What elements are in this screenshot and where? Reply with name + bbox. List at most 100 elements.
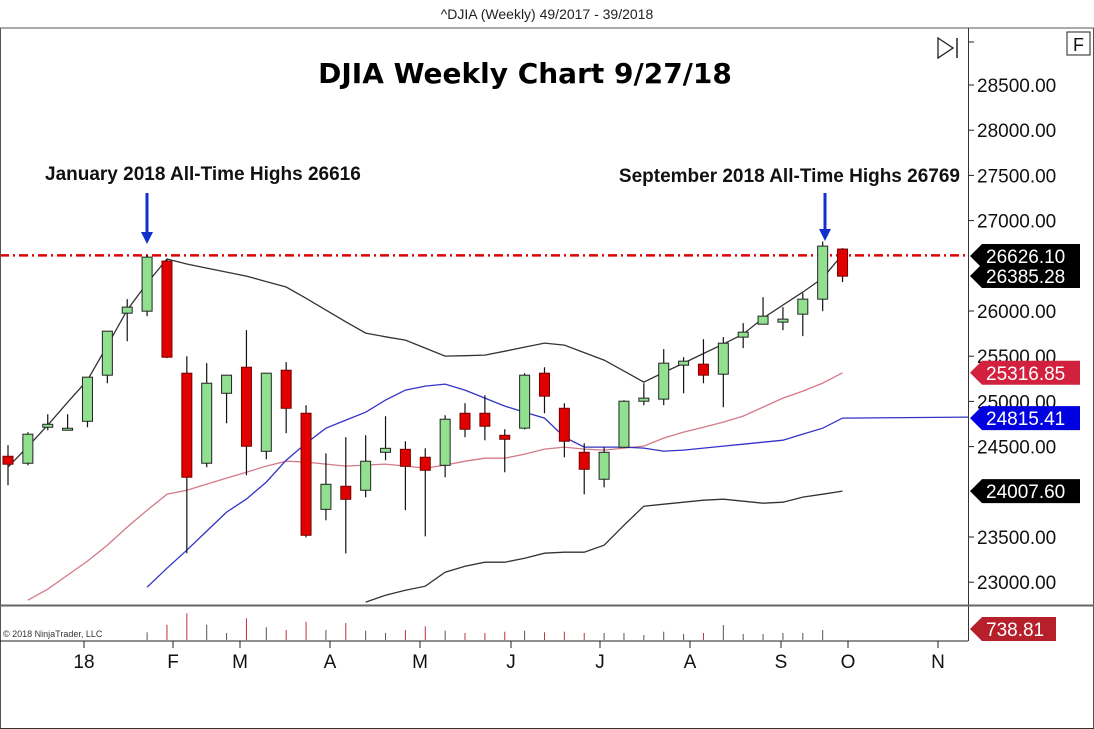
blue-moving-average-line (146, 383, 968, 588)
candle-body (320, 483, 332, 510)
price-tag-label: 24007.60 (986, 482, 1065, 503)
candle (22, 432, 34, 466)
candle-body (42, 423, 54, 428)
annotations: January 2018 All-Time Highs 26616 Septem… (45, 164, 960, 244)
candle (697, 339, 709, 384)
y-tick-label: 28000.00 (977, 121, 1056, 142)
candle (519, 373, 531, 430)
candle (260, 372, 272, 460)
candle (459, 403, 471, 438)
candle-body (439, 418, 451, 466)
candle-body (260, 372, 272, 452)
candle-body (300, 412, 312, 536)
candle-body (340, 485, 352, 500)
candle-body (558, 407, 570, 442)
x-tick-label: N (931, 652, 945, 673)
candle (479, 395, 491, 441)
f-button-label[interactable]: F (1073, 35, 1084, 55)
candle-body (221, 374, 233, 394)
candle (499, 429, 511, 473)
candle (141, 255, 153, 317)
candle-body (598, 451, 610, 480)
candle-body (181, 372, 193, 478)
x-tick-label: S (775, 652, 788, 673)
candle (320, 453, 332, 521)
candle (399, 441, 411, 511)
y-tick-label: 27500.00 (977, 166, 1056, 187)
x-tick-label: O (841, 652, 856, 673)
candle-body (2, 455, 14, 465)
annotation-september-high: September 2018 All-Time Highs 26769 (619, 166, 960, 187)
candle-body (618, 400, 630, 448)
price-tag-label: 25316.85 (986, 364, 1065, 385)
candle-body (638, 397, 650, 402)
candle (360, 435, 372, 498)
candle-body (499, 434, 511, 440)
candle-body (538, 372, 550, 397)
down-arrow-icon (141, 232, 153, 244)
candle (717, 337, 729, 408)
candle (42, 414, 54, 431)
candle (737, 323, 749, 349)
candle (181, 356, 193, 554)
candle (2, 445, 14, 486)
candle-body (519, 374, 531, 429)
candle-body (837, 248, 849, 277)
candle (558, 403, 570, 458)
candle (240, 330, 252, 476)
price-tag-shape (970, 479, 1080, 504)
candle-body (578, 451, 590, 470)
candle-body (161, 260, 173, 358)
candle-body (658, 362, 670, 400)
pink-moving-average-line (27, 372, 843, 601)
price-tag-label: 26626.10 (986, 247, 1065, 268)
candle (340, 437, 352, 554)
x-tick-label: A (684, 652, 697, 673)
price-tag-shape (970, 360, 1080, 385)
chart-title: DJIA Weekly Chart 9/27/18 (318, 57, 732, 90)
time-axis: 18 F M A M J J A S O N (73, 641, 945, 673)
price-tag-label: 26385.28 (986, 267, 1065, 288)
candle (658, 349, 670, 406)
lower-band-line (365, 490, 843, 603)
candle-body (777, 318, 789, 323)
candle (161, 259, 173, 359)
candle (439, 415, 451, 478)
candle (62, 414, 74, 431)
candle (797, 293, 809, 337)
candle (777, 307, 789, 331)
skip-to-end-icon[interactable] (937, 36, 955, 60)
candle-body (240, 366, 252, 447)
candle (578, 443, 590, 495)
candle-body (678, 360, 690, 366)
candle-body (479, 412, 491, 427)
x-tick-label: J (595, 652, 605, 673)
x-tick-label: 18 (73, 652, 94, 673)
candle-body (459, 412, 471, 430)
candle (678, 357, 690, 394)
candle (618, 400, 630, 448)
candle-body (81, 376, 93, 422)
down-arrow-icon (819, 229, 831, 241)
y-tick-label: 23500.00 (977, 528, 1056, 549)
candle (221, 374, 233, 424)
f-button[interactable]: F (1066, 31, 1091, 56)
x-tick-label: J (506, 652, 516, 673)
price-tag-shape (970, 244, 1080, 268)
window-title: ^DJIA (Weekly) 49/2017 - 39/2018 (441, 6, 654, 22)
candle (598, 447, 610, 488)
candle (837, 248, 849, 283)
candle (757, 297, 769, 325)
y-tick-label: 23000.00 (977, 573, 1056, 594)
candle-body (101, 330, 113, 376)
candle-body (717, 342, 729, 375)
candle-body (399, 448, 411, 467)
candle (81, 376, 93, 428)
candle (121, 299, 133, 342)
scroll-to-end-button[interactable] (937, 36, 958, 60)
price-tag-shape (970, 406, 1080, 431)
y-tick-label: 24500.00 (977, 438, 1056, 459)
candle (380, 416, 392, 461)
price-tag-shape (970, 617, 1056, 641)
